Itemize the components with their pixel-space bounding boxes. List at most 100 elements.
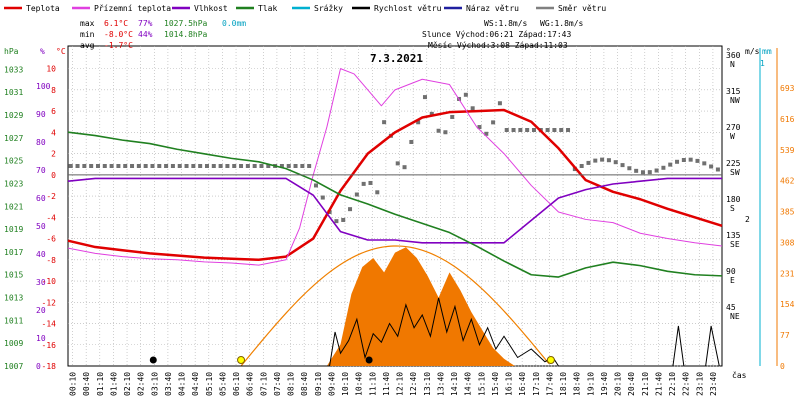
time-tick: 19:40: [600, 372, 609, 396]
wind-direction-mark: [477, 125, 482, 130]
sun-tick: 154: [780, 300, 795, 309]
wind-direction-mark: [361, 181, 366, 186]
ms-axis-title: m/s: [745, 47, 760, 56]
stat-max-press: 1027.5hPa: [164, 19, 208, 28]
time-tick-group: 18:40: [573, 372, 582, 396]
time-tick: 12:40: [409, 372, 418, 396]
wind-speed-line: [68, 297, 720, 367]
deg-axis-title: °: [726, 47, 731, 56]
wind-direction-mark: [382, 120, 387, 125]
sunrise-marker: [237, 356, 246, 364]
wind-direction-mark: [463, 92, 468, 97]
wind-direction-mark: [150, 164, 155, 168]
time-tick: 22:10: [668, 372, 677, 396]
wind-direction-mark: [436, 128, 441, 133]
wind-direction-mark: [102, 164, 107, 168]
pct-tick: 20: [36, 306, 46, 315]
wind-direction-mark: [531, 128, 536, 132]
wind-direction-mark: [416, 120, 421, 125]
dir-tick-value: 360: [726, 51, 741, 60]
time-tick: 02:10: [123, 372, 132, 396]
time-tick: 04:10: [178, 372, 187, 396]
mm-axis-title: mm: [762, 47, 772, 56]
wind-direction-mark: [300, 164, 305, 168]
rain-tick: 1: [760, 59, 765, 68]
time-tick: 18:40: [573, 372, 582, 396]
time-tick-group: 10:40: [355, 372, 364, 396]
time-tick: 00:10: [69, 372, 78, 396]
temp-tick: 10: [46, 65, 56, 74]
wind-direction-mark: [409, 139, 414, 144]
wind-direction-mark: [681, 157, 686, 162]
time-tick-group: 20:10: [614, 372, 623, 396]
time-tick-group: 08:40: [300, 372, 309, 396]
wind-direction-mark: [518, 128, 523, 132]
time-tick: 10:40: [355, 372, 364, 396]
time-tick-group: 00:40: [82, 372, 91, 396]
pct-tick: 30: [36, 278, 46, 287]
wind-direction-mark: [286, 164, 291, 168]
wind-direction-mark: [709, 164, 714, 169]
time-tick: 12:10: [396, 372, 405, 396]
wind-direction-mark: [95, 164, 100, 168]
wind-direction-mark: [130, 164, 135, 168]
axes: hPa% °C ° m/s mmčas1033103110291027102510231…: [4, 47, 795, 396]
wind-direction-mark: [429, 111, 434, 116]
time-tick: 15:40: [491, 372, 500, 396]
time-tick-group: 19:40: [600, 372, 609, 396]
legend-label: Rychlost větru: [374, 4, 442, 13]
time-tick-group: 12:40: [409, 372, 418, 396]
time-tick: 17:40: [545, 372, 554, 396]
time-tick: 05:40: [218, 372, 227, 396]
time-tick: 01:40: [109, 372, 118, 396]
time-tick-group: 22:10: [668, 372, 677, 396]
wind-direction-mark: [68, 164, 73, 168]
time-tick: 19:10: [586, 372, 595, 396]
time-tick: 02:40: [137, 372, 146, 396]
time-tick: 16:40: [518, 372, 527, 396]
wind-direction-mark: [470, 106, 475, 111]
stats-info: max 6.1°C 77% 1027.5hPa 0.0mm min -8.0°C 44% 101…: [80, 19, 584, 65]
wind-direction-mark: [600, 157, 605, 162]
wind-direction-mark: [177, 164, 182, 168]
wind-direction-mark: [341, 217, 346, 222]
wind-direction-mark: [245, 164, 250, 168]
hpa-tick: 1019: [4, 225, 23, 234]
time-tick-group: 21:10: [641, 372, 650, 396]
info-wg: WG:1.8m/s: [540, 19, 584, 28]
stat-max-label: max: [80, 19, 95, 28]
hpa-tick: 1017: [4, 248, 23, 257]
legend-label: Teplota: [26, 4, 60, 13]
time-tick-group: 20:40: [627, 372, 636, 396]
wind-direction-mark: [661, 165, 666, 170]
dir-tick-label: NW: [730, 96, 740, 105]
legend-label: Srážky: [314, 4, 343, 13]
legend-label: Vlhkost: [194, 4, 228, 13]
pct-tick: 0: [36, 362, 41, 371]
wind-direction-mark: [606, 158, 611, 163]
wind-direction-mark: [422, 95, 427, 100]
wind-direction-mark: [348, 207, 353, 212]
time-tick: 16:10: [505, 372, 514, 396]
series-lines: [67, 68, 723, 367]
wind-direction-mark: [715, 167, 720, 172]
info-moon: Měsíc Východ:3:08 Západ:11:03: [428, 41, 568, 50]
dir-tick-value: 315: [726, 87, 741, 96]
time-tick-group: 14:10: [450, 372, 459, 396]
time-tick: 03:10: [150, 372, 159, 396]
wind-direction-mark: [579, 163, 584, 168]
time-tick: 08:10: [287, 372, 296, 396]
time-tick: 07:40: [273, 372, 282, 396]
wind-direction-mark: [334, 219, 339, 224]
wind-direction-mark: [586, 160, 591, 165]
time-tick-group: 04:40: [191, 372, 200, 396]
wind-direction-mark: [164, 164, 169, 168]
wind-direction-mark: [307, 164, 312, 168]
wind-direction-mark: [566, 128, 571, 132]
moonset-marker: [365, 356, 373, 364]
time-tick-group: 13:40: [436, 372, 445, 396]
time-tick-group: 00:10: [69, 372, 78, 396]
pct-tick: 80: [36, 138, 46, 147]
time-tick-group: 06:40: [246, 372, 255, 396]
